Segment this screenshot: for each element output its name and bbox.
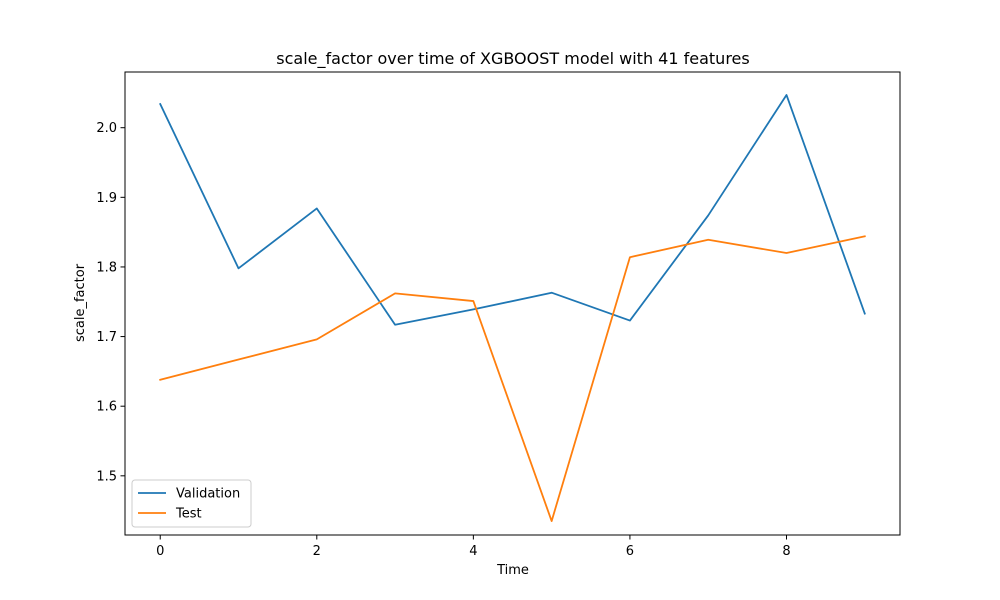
x-axis-label: Time (496, 563, 529, 578)
y-tick-label: 1.5 (96, 469, 117, 484)
series-line-validation (159, 94, 866, 326)
legend-label-test: Test (175, 507, 202, 522)
series-line-test (159, 235, 866, 522)
chart-title: scale_factor over time of XGBOOST model … (276, 49, 749, 69)
legend-label-validation: Validation (176, 487, 240, 502)
x-axis: 0 2 4 6 8 (156, 535, 791, 559)
x-tick-label: 0 (156, 544, 164, 559)
y-tick-label: 1.9 (96, 191, 117, 206)
legend-box (131, 479, 252, 528)
x-tick-label: 4 (469, 544, 477, 559)
legend: Validation Test (131, 479, 252, 528)
y-axis: 1.5 1.6 1.7 1.8 1.9 2.0 (96, 121, 125, 484)
y-tick-label: 1.8 (96, 260, 117, 275)
x-tick-label: 6 (626, 544, 634, 559)
plot-lines (159, 94, 866, 522)
x-tick-label: 2 (313, 544, 321, 559)
plot-area-frame (124, 71, 901, 536)
y-axis-label: scale_factor (73, 263, 88, 342)
y-tick-label: 1.6 (96, 400, 117, 415)
y-tick-label: 1.7 (96, 330, 117, 345)
y-tick-label: 2.0 (96, 121, 117, 136)
x-tick-label: 8 (782, 544, 790, 559)
